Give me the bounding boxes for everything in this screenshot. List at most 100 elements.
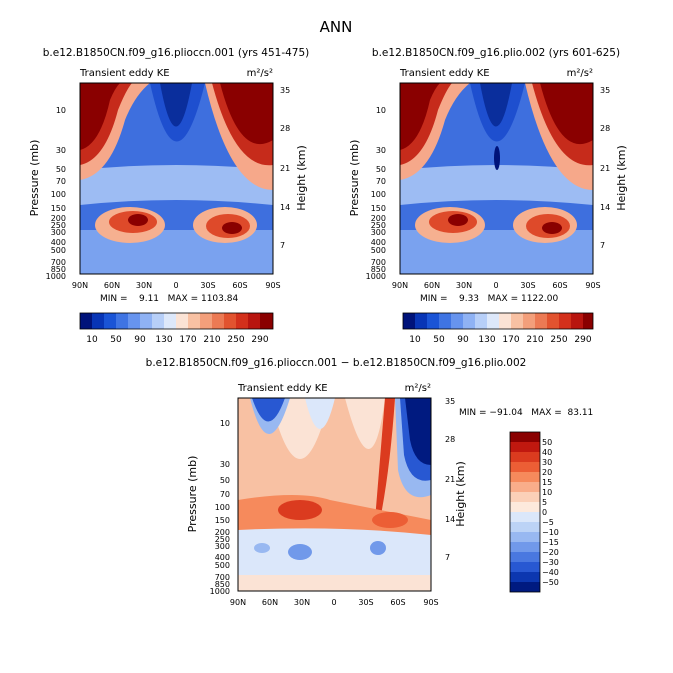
colorbar-label: 50 bbox=[433, 335, 445, 345]
panel-2-title: b.e12.B1850CN.f09_g16.plio.002 (yrs 601-… bbox=[372, 47, 620, 59]
colorbar-label: 130 bbox=[478, 335, 495, 345]
colorbar-label: 290 bbox=[251, 335, 268, 345]
panel-2-ytick: 850 bbox=[371, 265, 386, 274]
panel-2-xtick: 90S bbox=[585, 281, 600, 290]
colorbar-swatch bbox=[248, 313, 260, 329]
colorbar-swatch bbox=[510, 472, 540, 482]
panel-3-yticks: 10 30 50 70 100 150 200 250 300 400 500 … bbox=[210, 419, 230, 596]
panel-1-ylabel: Pressure (mb) bbox=[28, 140, 41, 217]
colorbar-label: 10 bbox=[86, 335, 98, 345]
panel-3-colorbar: 50 40 30 20 15 10 5 0 −5 −10 −15 −20 −30… bbox=[509, 431, 559, 593]
colorbar-swatch bbox=[260, 313, 273, 329]
panel-3-ytick: 300 bbox=[215, 542, 230, 551]
colorbar-label: 170 bbox=[502, 335, 519, 345]
panel-2-ytick: 100 bbox=[371, 190, 386, 199]
colorbar-swatch bbox=[510, 552, 540, 562]
panel-2-ytick: 1000 bbox=[366, 272, 386, 281]
colorbar-label: 90 bbox=[134, 335, 146, 345]
panel-3-ytick: 700 bbox=[215, 573, 230, 582]
panel-1-ytick: 300 bbox=[51, 228, 66, 237]
panel-2-ytick-right: 7 bbox=[600, 241, 605, 250]
panel-3-ylabel-right: Height (km) bbox=[454, 461, 467, 527]
panel-3-ytick: 50 bbox=[220, 476, 230, 485]
panel-2-yticks: 10 30 50 70 100 150 200 250 300 400 500 … bbox=[366, 106, 386, 281]
panel-3-ytick: 200 bbox=[215, 528, 230, 537]
colorbar-label: 15 bbox=[542, 478, 552, 487]
panel-2-yticks-right: 35 28 21 14 7 bbox=[600, 86, 610, 250]
panel-1-stats: MIN = 9.11 MAX = 1103.84 bbox=[100, 294, 238, 304]
colorbar-swatch bbox=[523, 313, 535, 329]
panel-2-units: m²/s² bbox=[567, 68, 593, 79]
colorbar-swatch bbox=[427, 313, 439, 329]
colorbar-swatch bbox=[510, 502, 540, 512]
panel-3-ytick-right: 7 bbox=[445, 553, 450, 562]
colorbar-label: −5 bbox=[542, 518, 554, 527]
panel-1-yticks: 10 30 50 70 100 150 200 250 300 400 500 … bbox=[46, 106, 66, 281]
colorbar-label: 90 bbox=[457, 335, 469, 345]
panel-3-yticks-right: 35 28 21 14 7 bbox=[445, 397, 455, 562]
panel-3-ytick: 850 bbox=[215, 580, 230, 589]
panel-1-ytick: 700 bbox=[51, 258, 66, 267]
panel-2-xtick: 60S bbox=[552, 281, 567, 290]
panel-2-colorbar: 10 50 90 130 170 210 250 290 bbox=[402, 312, 594, 345]
panel-2-ytick: 300 bbox=[371, 228, 386, 237]
panel-3-xticks: 90N 60N 30N 0 30S 60S 90S bbox=[230, 598, 439, 607]
panel-3-ytick-right: 14 bbox=[445, 515, 455, 524]
colorbar-label: 210 bbox=[526, 335, 543, 345]
panel-1-ytick: 150 bbox=[51, 204, 66, 213]
panel-3-ytick-right: 35 bbox=[445, 397, 455, 406]
colorbar-swatch bbox=[140, 313, 152, 329]
colorbar-label: −15 bbox=[542, 538, 559, 547]
colorbar-swatch bbox=[104, 313, 116, 329]
panel-2-ytick-right: 35 bbox=[600, 86, 610, 95]
panel-3-subtitle: Transient eddy KE bbox=[237, 383, 328, 394]
colorbar-label: 50 bbox=[110, 335, 122, 345]
panel-2-ytick: 70 bbox=[376, 177, 386, 186]
colorbar-swatch bbox=[510, 462, 540, 472]
panel-1-ylabel-right: Height (km) bbox=[295, 145, 308, 211]
panel-3-frame bbox=[237, 397, 432, 592]
panel-1-xticks: 90N 60N 30N 0 30S 60S 90S bbox=[72, 281, 281, 290]
panel-1-yticks-right: 35 28 21 14 7 bbox=[280, 86, 290, 250]
panel-2-frame bbox=[399, 82, 594, 275]
colorbar-swatch bbox=[510, 432, 540, 442]
panel-2-xtick: 60N bbox=[424, 281, 440, 290]
panel-1-ytick: 500 bbox=[51, 246, 66, 255]
panel-2-subtitle: Transient eddy KE bbox=[399, 68, 490, 79]
colorbar-label: −10 bbox=[542, 528, 559, 537]
panel-2-ytick: 10 bbox=[376, 106, 386, 115]
panel-3-ytick: 250 bbox=[215, 535, 230, 544]
panel-3-ytick: 10 bbox=[220, 419, 230, 428]
colorbar-swatch bbox=[535, 313, 547, 329]
panel-3-xtick: 0 bbox=[331, 598, 336, 607]
panel-3-ylabel: Pressure (mb) bbox=[186, 456, 199, 533]
colorbar-swatch bbox=[236, 313, 248, 329]
colorbar-swatch bbox=[510, 452, 540, 462]
figure-title: ANN bbox=[320, 18, 353, 36]
panel-1-ytick: 400 bbox=[51, 238, 66, 247]
panel-1-ytick: 100 bbox=[51, 190, 66, 199]
colorbar-swatch bbox=[152, 313, 164, 329]
colorbar-swatch bbox=[583, 313, 593, 329]
panel-1-ytick: 200 bbox=[51, 214, 66, 223]
colorbar-label: 290 bbox=[574, 335, 591, 345]
colorbar-swatch bbox=[559, 313, 571, 329]
colorbar-swatch bbox=[499, 313, 511, 329]
colorbar-swatch bbox=[116, 313, 128, 329]
panel-2-ylabel: Pressure (mb) bbox=[348, 140, 361, 217]
panel-3-stats: MIN = −91.04 MAX = 83.11 bbox=[459, 408, 593, 418]
panel-2-stats: MIN = 9.33 MAX = 1122.00 bbox=[420, 294, 558, 304]
panel-2-ytick: 400 bbox=[371, 238, 386, 247]
panel-2-ytick: 700 bbox=[371, 258, 386, 267]
colorbar-swatch bbox=[510, 442, 540, 452]
colorbar-swatch bbox=[403, 313, 415, 329]
panel-2-ylabel-right: Height (km) bbox=[615, 145, 628, 211]
panel-1-units: m²/s² bbox=[247, 68, 273, 79]
panel-2-xtick: 30S bbox=[520, 281, 535, 290]
colorbar-label: −30 bbox=[542, 558, 559, 567]
colorbar-label: −40 bbox=[542, 568, 559, 577]
panel-2: b.e12.B1850CN.f09_g16.plio.002 (yrs 601-… bbox=[348, 47, 628, 345]
colorbar-swatch bbox=[510, 572, 540, 582]
colorbar-swatch bbox=[475, 313, 487, 329]
colorbar-label: 50 bbox=[542, 438, 552, 447]
